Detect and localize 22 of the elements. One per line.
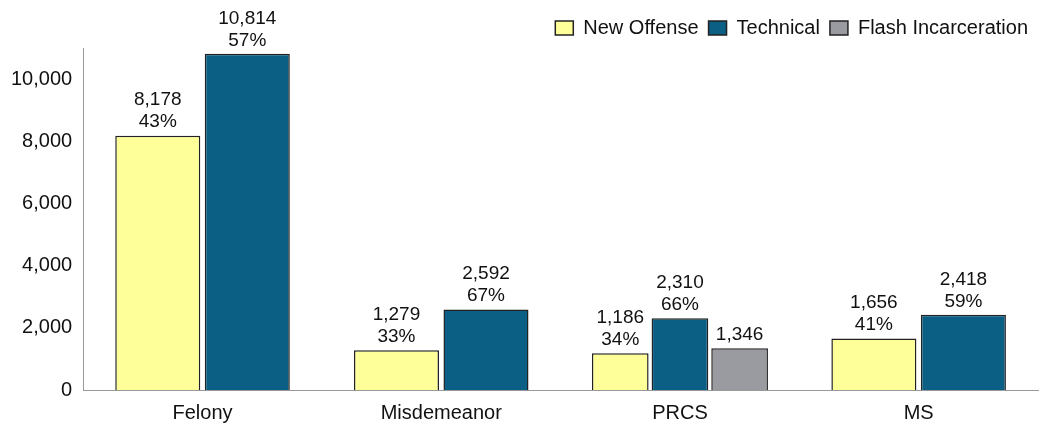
legend-label: New Offense xyxy=(583,15,699,38)
data-label: 1,186 34% xyxy=(596,305,645,349)
y-tick-label: 10,000 xyxy=(11,66,73,89)
x-tick-label: PRCS xyxy=(652,400,708,423)
y-tick-label: 2,000 xyxy=(22,315,73,338)
data-label: 8,178 43% xyxy=(133,88,182,132)
legend-label: Technical xyxy=(736,15,820,38)
y-tick-label: 0 xyxy=(61,377,73,400)
data-label: 1,346 xyxy=(715,322,764,344)
x-tick-label: Felony xyxy=(172,400,233,423)
data-label: 2,418 59% xyxy=(939,267,988,311)
data-label: 2,310 66% xyxy=(656,270,704,314)
x-tick-label: Misdemeanor xyxy=(380,400,503,423)
data-label: 2,592 67% xyxy=(462,262,510,306)
legend-label: Flash Incarceration xyxy=(857,15,1028,38)
y-tick-label: 6,000 xyxy=(22,190,73,213)
y-tick-label: 8,000 xyxy=(22,128,73,151)
y-tick-label: 4,000 xyxy=(22,253,73,276)
data-label: 10,814 57% xyxy=(218,6,277,50)
data-label: 1,279 33% xyxy=(372,302,421,346)
data-label: 1,656 41% xyxy=(850,291,898,335)
x-tick-label: MS xyxy=(903,400,934,423)
